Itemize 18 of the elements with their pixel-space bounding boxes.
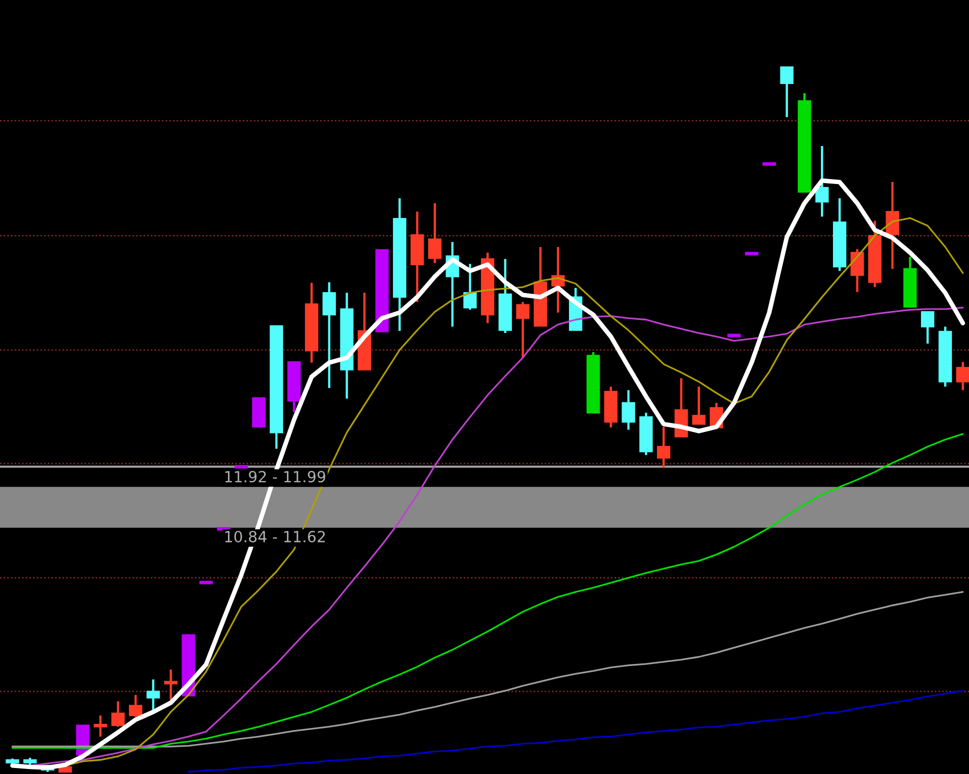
candlestick [111,700,125,728]
candlestick [656,426,670,469]
candlestick [164,668,178,702]
candlestick [780,66,794,118]
candlestick [128,694,142,718]
candlestick [920,310,934,345]
candlestick [692,386,706,426]
candlestick [322,281,336,390]
candlestick [956,360,969,392]
candlestick [850,248,864,294]
candlestick [622,389,636,431]
candlestick [815,144,829,218]
band-label: 11.92 - 11.99 [225,470,326,482]
candlestick [463,262,477,311]
band-label: 10.84 - 11.62 [225,530,325,542]
candlestick [94,714,108,738]
candlestick [428,202,442,264]
candlestick [516,300,530,359]
